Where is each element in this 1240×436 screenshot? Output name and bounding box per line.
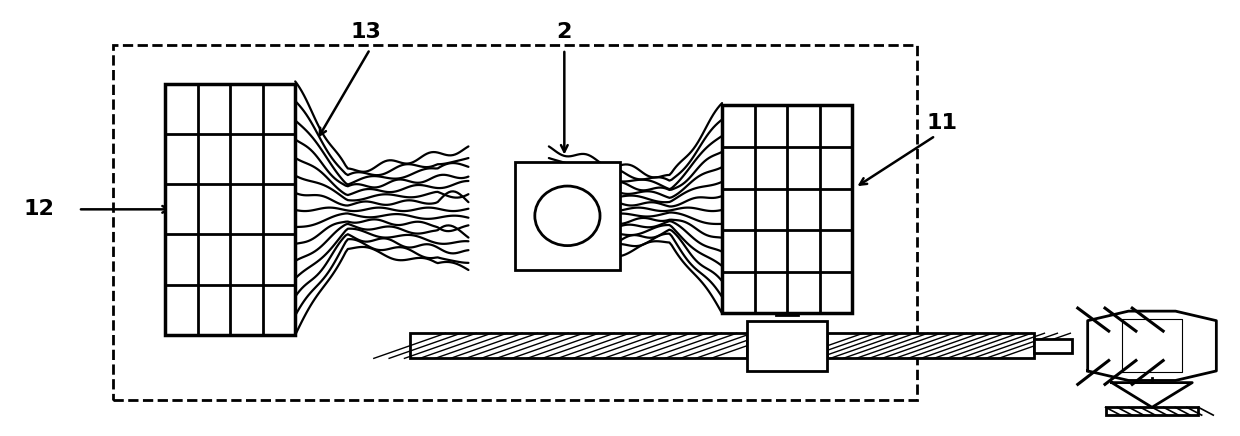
Bar <box>722 106 852 313</box>
Bar <box>1106 407 1198 415</box>
Ellipse shape <box>534 186 600 245</box>
Bar <box>165 84 295 335</box>
Bar <box>776 313 799 316</box>
Text: 12: 12 <box>24 199 55 219</box>
Bar <box>827 333 1034 358</box>
Bar <box>746 321 827 371</box>
Polygon shape <box>1112 383 1192 407</box>
Text: 11: 11 <box>926 112 957 133</box>
Bar <box>1034 339 1071 353</box>
Bar <box>113 45 916 400</box>
Bar <box>515 162 620 270</box>
Text: 13: 13 <box>351 22 382 42</box>
Bar <box>409 333 746 358</box>
Polygon shape <box>1087 311 1216 381</box>
Text: 2: 2 <box>557 22 572 42</box>
